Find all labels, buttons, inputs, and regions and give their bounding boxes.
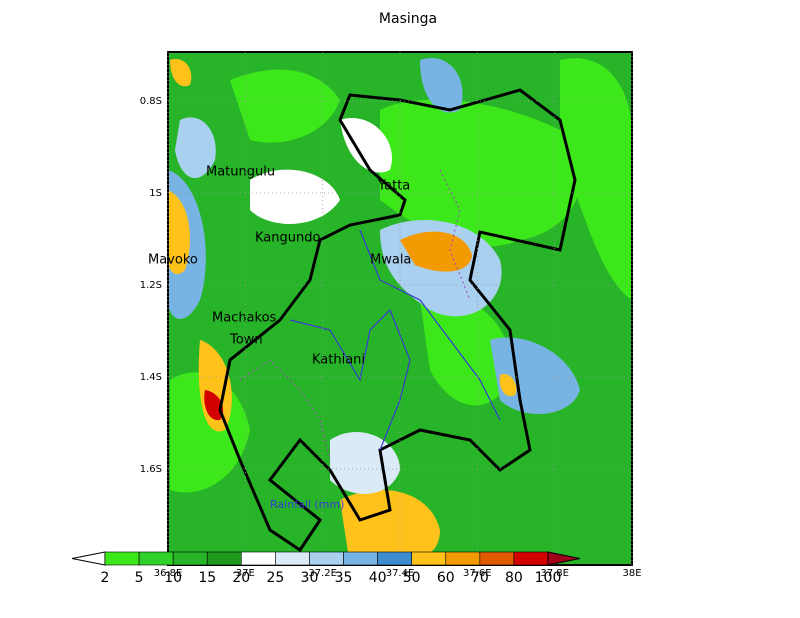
colorbar-swatch [172, 551, 208, 566]
colorbar-swatch [241, 551, 276, 566]
colorbar-swatch [104, 551, 140, 566]
lon-tick-label: 37.4E [386, 568, 415, 579]
colorbar-under [71, 551, 106, 566]
colorbar-swatch [309, 551, 344, 566]
overlay-label: Rainfall (mm) [270, 498, 344, 511]
place-label: Mavoko [148, 253, 198, 268]
colorbar-label: 25 [266, 570, 284, 586]
colorbar: 2 5 10 15 20 25 30 35 40 50 60 70 80 100 [71, 551, 581, 586]
colorbar-label: 35 [335, 570, 353, 586]
boundaries [218, 88, 577, 553]
lat-tick-label: 0.8S [140, 96, 162, 107]
colorbar-swatch [513, 551, 549, 566]
colorbar-label: 30 [301, 570, 319, 586]
colorbar-swatch [206, 551, 242, 566]
title: Masinga [379, 11, 437, 27]
lon-tick-label: 38E [622, 568, 641, 579]
colorbar-swatch [343, 551, 378, 566]
place-label: Town [229, 333, 263, 348]
place-label: Matungulu [206, 165, 275, 180]
colorbar-swatch [479, 551, 515, 566]
colorbar-label: 80 [505, 570, 523, 586]
lat-tick-label: 1.4S [140, 372, 162, 383]
lon-tick-label: 37.8E [540, 568, 569, 579]
lon-tick-label: 37.6E [463, 568, 492, 579]
place-label: Mwala [370, 253, 411, 268]
lat-tick-label: 1.2S [140, 280, 162, 291]
place-label: Kangundo [255, 231, 320, 246]
colorbar-label: 2 [101, 570, 110, 586]
colorbar-label: 15 [198, 570, 216, 586]
lat-tick-label: 1.6S [140, 464, 162, 475]
colorbar-label: 70 [471, 570, 489, 586]
colorbar-label: 100 [535, 570, 562, 586]
colorbar-swatch [411, 551, 447, 566]
colorbar-swatch [275, 551, 310, 566]
axis-ticks: 0.8S 1S 1.2S 1.4S 1.6S 36.8E 37E 37.2E 37.4E 37.6… [140, 52, 642, 579]
colorbar-label: 5 [135, 570, 144, 586]
lon-tick-label: 36.8E [154, 568, 183, 579]
place-label: Machakos [212, 311, 277, 326]
colorbar-label: 50 [403, 570, 421, 586]
colorbar-over [547, 551, 581, 566]
colorbar-swatch [445, 551, 481, 566]
lon-tick-label: 37.2E [308, 568, 337, 579]
colorbar-swatch [377, 551, 412, 566]
colorbar-label: 20 [232, 570, 250, 586]
colorbar-swatch [138, 551, 174, 566]
colorbar-label: 10 [164, 570, 182, 586]
lat-tick-label: 1S [149, 188, 162, 199]
colorbar-label: 40 [369, 570, 387, 586]
lon-tick-label: 37E [236, 568, 255, 579]
colorbar-label: 60 [437, 570, 455, 586]
place-label: Yatta [377, 179, 410, 194]
place-label: Kathiani [312, 353, 365, 368]
